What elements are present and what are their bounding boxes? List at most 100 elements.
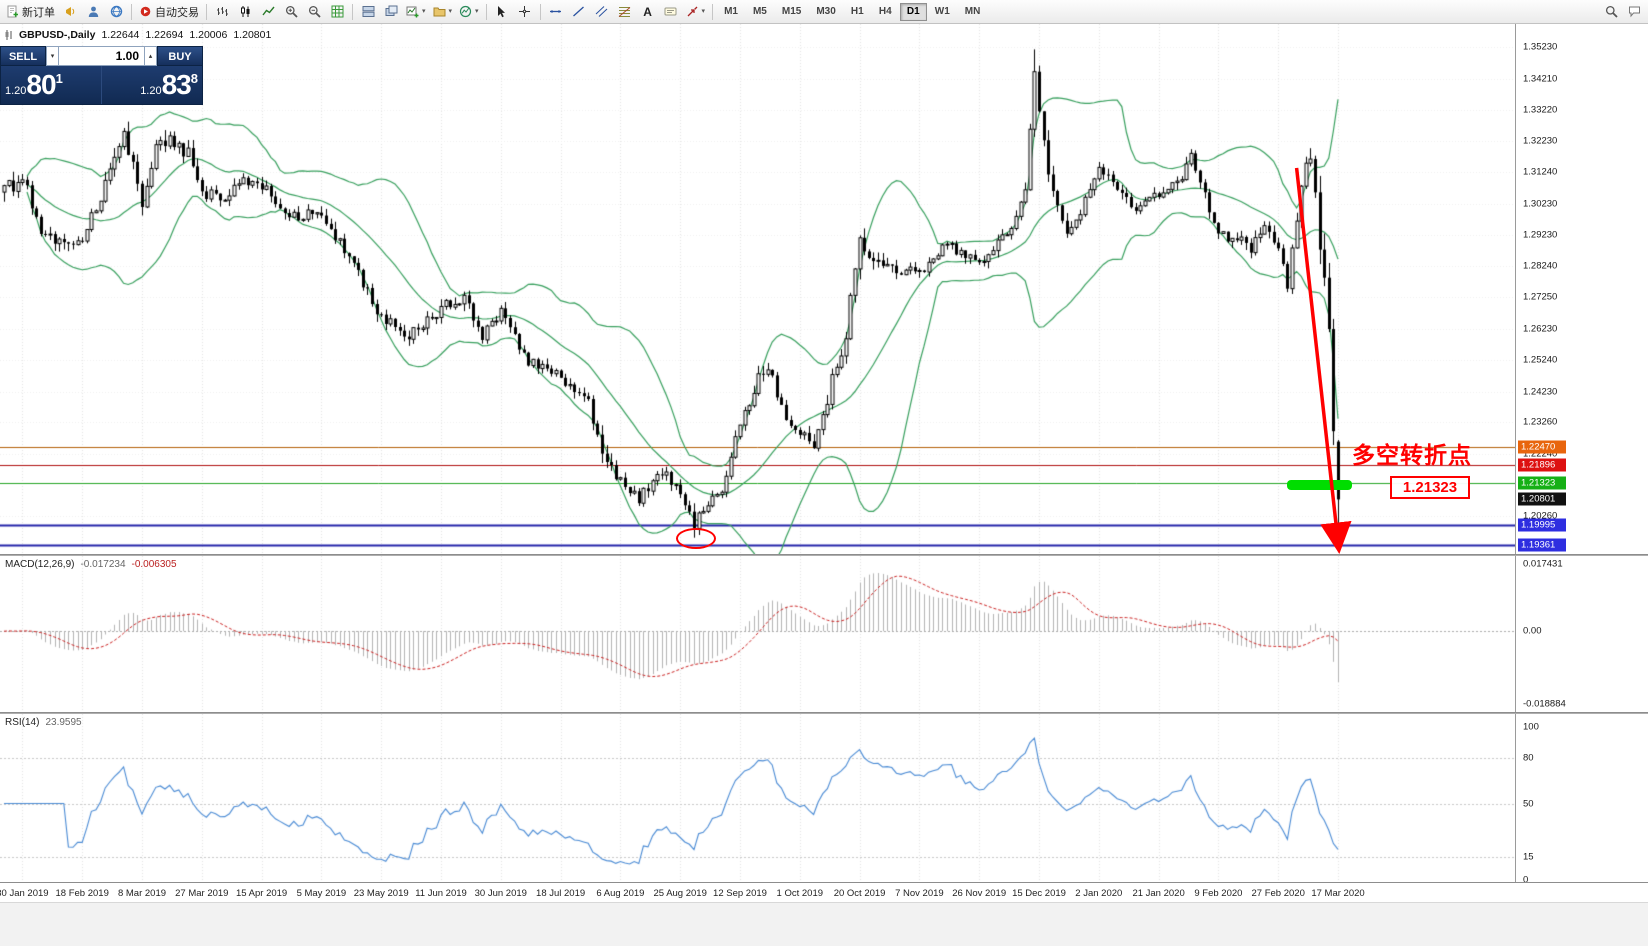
volume-increment-button[interactable]: ▴	[144, 46, 157, 66]
dropdown-arrow-icon: ▾	[448, 8, 453, 15]
rsi-canvas[interactable]	[0, 714, 1515, 882]
timeframe-W1[interactable]: W1	[928, 3, 957, 21]
announcement-button[interactable]	[59, 2, 81, 22]
toolbar-separator	[485, 3, 487, 20]
macd-axis-label: 0.017431	[1523, 558, 1563, 570]
panel-divider[interactable]	[0, 554, 1648, 556]
grid-toggle-button[interactable]	[326, 2, 348, 22]
price-axis-label: 1.26230	[1523, 323, 1558, 335]
timeframe-M15[interactable]: M15	[775, 3, 808, 21]
chat-button[interactable]	[1623, 2, 1645, 22]
rsi-axis-label: 50	[1523, 798, 1534, 809]
new-order-icon	[7, 5, 18, 18]
fibonacci-tool-button[interactable]	[614, 2, 636, 22]
bid-price[interactable]: 1.20 80 1	[1, 66, 101, 104]
person-icon	[88, 6, 98, 17]
new-order-button[interactable]: 新订单	[3, 2, 58, 22]
sell-button[interactable]: SELL	[0, 46, 46, 66]
horizontal-line-icon	[550, 10, 562, 13]
ask-prefix: 1.20	[140, 85, 162, 97]
macd-axis-label: 0.00	[1523, 625, 1542, 637]
ask-price[interactable]: 1.20 83 8	[101, 66, 202, 104]
time-axis[interactable]: 30 Jan 2019 18 Feb 2019 8 Mar 2019 27 Mar 2…	[0, 882, 1648, 902]
toolbar-separator	[206, 3, 207, 20]
bid-prefix: 1.20	[5, 85, 27, 97]
support-highlight-annotation[interactable]	[1287, 480, 1352, 491]
price-axis-label: 1.30230	[1523, 198, 1558, 210]
main-chart-canvas[interactable]	[0, 24, 1515, 554]
volume-input[interactable]	[59, 46, 144, 66]
crosshair-tool-button[interactable]	[514, 2, 536, 22]
time-axis-label: 17 Mar 2020	[1311, 888, 1365, 899]
main-chart-panel: 多空转折点 1.21323 GBPUSD-,Daily 1.22644 1.22…	[0, 24, 1648, 554]
panel-divider[interactable]	[0, 712, 1648, 714]
trade-controls-row: SELL ▾ ▴ BUY	[0, 46, 203, 66]
macd-axis: 0.017431 0.00 -0.018884	[1515, 556, 1648, 712]
timeframe-H4[interactable]: H4	[872, 3, 899, 21]
macd-panel: MACD(12,26,9) -0.017234 -0.006305 0.017431…	[0, 556, 1648, 712]
tile-windows-button[interactable]	[357, 2, 379, 22]
tile-windows-icon	[362, 6, 374, 17]
toolbar-separator	[352, 3, 353, 20]
cursor-tool-button[interactable]	[491, 2, 513, 22]
time-axis-label: 1 Oct 2019	[776, 888, 824, 899]
channel-icon	[595, 6, 608, 17]
time-axis-label: 15 Apr 2019	[235, 888, 288, 899]
level-callout-box[interactable]: 1.21323	[1390, 476, 1470, 499]
time-axis-label: 8 Mar 2019	[117, 888, 167, 899]
accounts-button[interactable]	[82, 2, 104, 22]
timeframe-M30[interactable]: M30	[809, 3, 842, 21]
profiles-folder-icon	[433, 7, 446, 17]
arrows-tool-button[interactable]: ▾	[683, 2, 709, 22]
price-axis-label: 1.34210	[1523, 73, 1558, 85]
price-axis-label: 1.28240	[1523, 260, 1558, 272]
low-circle-annotation[interactable]	[676, 527, 716, 549]
new-chart-button[interactable]: ▾	[403, 2, 429, 22]
price-tag-1.21323[interactable]: 1.21323	[1518, 476, 1566, 490]
text-tool-button[interactable]: A	[637, 2, 659, 22]
trendline-tool-button[interactable]	[568, 2, 590, 22]
time-axis-label: 27 Mar 2019	[175, 888, 229, 899]
rsi-label: RSI(14) 23.9595	[5, 717, 82, 728]
autotrading-button[interactable]: 自动交易	[136, 2, 202, 22]
channel-tool-button[interactable]	[591, 2, 613, 22]
macd-canvas[interactable]	[0, 556, 1515, 712]
price-tag-1.22470[interactable]: 1.22470	[1518, 440, 1566, 454]
timeframe-M5[interactable]: M5	[746, 3, 774, 21]
profiles-button[interactable]: ▾	[430, 2, 456, 22]
price-axis-label: 1.22240	[1523, 448, 1558, 460]
timeframe-MN[interactable]: MN	[958, 3, 988, 21]
zoom-out-button[interactable]	[303, 2, 325, 22]
bid-pipette: 1	[55, 71, 63, 86]
cascade-windows-button[interactable]	[380, 2, 402, 22]
rsi-axis-label: 0	[1523, 874, 1529, 883]
community-button[interactable]	[105, 2, 127, 22]
rsi-panel: RSI(14) 23.9595 100 80 50 15 0	[0, 714, 1648, 882]
time-axis-label: 25 Aug 2019	[653, 888, 707, 899]
search-button[interactable]	[1600, 2, 1622, 22]
line-chart-mode-button[interactable]	[257, 2, 279, 22]
price-axis-label: 1.25240	[1523, 354, 1558, 366]
timeframe-D1[interactable]: D1	[899, 2, 927, 21]
toolbar-separator	[131, 3, 132, 20]
buy-button[interactable]: BUY	[157, 46, 203, 66]
timeframe-M1[interactable]: M1	[717, 3, 745, 21]
timeframe-H1[interactable]: H1	[844, 3, 871, 21]
rsi-axis-label: 100	[1523, 721, 1539, 733]
price-tag-1.20801[interactable]: 1.20801	[1518, 492, 1566, 506]
zoom-in-button[interactable]	[280, 2, 302, 22]
price-tag-1.19995[interactable]: 1.19995	[1518, 518, 1566, 532]
rsi-axis: 100 80 50 15 0	[1515, 714, 1648, 882]
price-tag-1.19361[interactable]: 1.19361	[1518, 538, 1566, 552]
macd-label: MACD(12,26,9) -0.017234 -0.006305	[5, 559, 177, 570]
volume-decrement-button[interactable]: ▾	[46, 46, 59, 66]
horizontal-line-tool-button[interactable]	[545, 2, 567, 22]
turning-point-label[interactable]: 多空转折点	[1352, 442, 1472, 468]
price-tag-1.21896[interactable]: 1.21896	[1518, 458, 1566, 472]
candlestick-mode-button[interactable]	[234, 2, 256, 22]
text-label-tool-button[interactable]	[660, 2, 682, 22]
bar-chart-mode-button[interactable]	[211, 2, 233, 22]
indicators-button[interactable]: ▾	[456, 2, 482, 22]
rsi-value: 23.9595	[45, 717, 82, 728]
macd-signal-value: -0.006305	[131, 559, 177, 570]
